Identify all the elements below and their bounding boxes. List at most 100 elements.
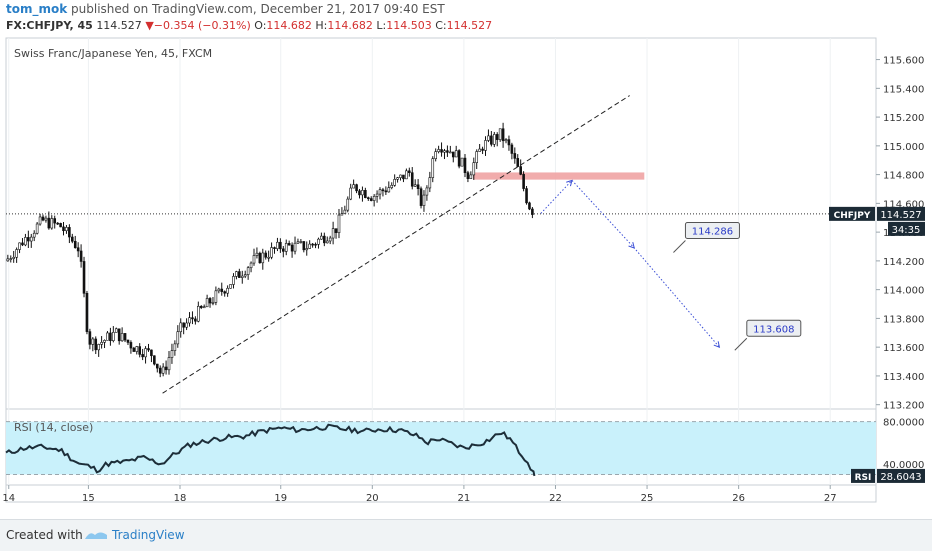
candle-body — [267, 256, 270, 259]
candle-body — [337, 214, 341, 233]
candle-body — [264, 252, 268, 258]
candle-body — [405, 170, 408, 180]
candle-body — [279, 241, 282, 250]
candle-body — [173, 343, 177, 351]
candle-body — [220, 288, 224, 292]
candle-body — [366, 197, 370, 199]
candle-body — [27, 237, 30, 242]
time-tick-label: 20 — [366, 493, 379, 504]
last-price: 114.527 — [96, 19, 142, 32]
candle-body — [381, 189, 385, 192]
candle-body — [460, 157, 464, 167]
candle-body — [270, 247, 273, 258]
candle-body — [164, 366, 168, 371]
candle-body — [498, 128, 502, 140]
time-tick-label: 19 — [274, 493, 287, 504]
created-with-label: Created with — [6, 528, 83, 542]
price-tick-label: 114.000 — [883, 286, 924, 297]
candle-body — [519, 166, 522, 175]
candle-body — [472, 162, 476, 176]
candle-body — [331, 228, 335, 239]
projection-arrowhead — [628, 242, 635, 249]
resistance-zone[interactable] — [473, 172, 645, 180]
time-tick-label: 15 — [82, 493, 95, 504]
candle-body — [528, 202, 531, 210]
target-pointer — [734, 337, 748, 351]
candle-body — [29, 236, 33, 242]
candle-body — [454, 150, 458, 158]
candle-body — [211, 302, 215, 304]
time-tick-label: 21 — [458, 493, 471, 504]
candle-body — [106, 332, 109, 341]
ohlc-line: FX:CHFJPY, 45 114.527 ▼−0.354 (−0.31%) O… — [6, 19, 492, 32]
trendline[interactable] — [162, 95, 630, 394]
candle-body — [428, 177, 432, 189]
price-tick-label: 114.800 — [883, 171, 924, 182]
candle-body — [170, 350, 174, 358]
price-chart[interactable]: 114.286 113.608 Swiss Franc/Japanese Yen,… — [0, 0, 932, 519]
candle-body — [396, 177, 399, 180]
candle-body — [504, 139, 508, 142]
candle-body — [50, 218, 54, 229]
candle-body — [440, 149, 443, 153]
candle-body — [123, 333, 127, 341]
candle-body — [431, 158, 435, 178]
target-box — [746, 319, 802, 337]
candle-body — [144, 348, 147, 358]
candle-body — [487, 135, 490, 141]
candle-body — [246, 267, 250, 275]
tradingview-link[interactable]: TradingView — [112, 528, 185, 542]
candle-body — [191, 317, 194, 320]
candle-body — [522, 174, 525, 189]
candle-body — [79, 250, 83, 262]
candle-body — [320, 235, 323, 240]
candle-body — [21, 242, 24, 246]
candle-body — [328, 237, 332, 242]
price-tick-label: 114.200 — [883, 257, 924, 268]
candle-body — [35, 223, 39, 234]
candle-body — [32, 232, 36, 238]
candle-body — [413, 184, 417, 187]
candle-body — [65, 227, 68, 232]
candle-body — [138, 346, 142, 355]
candle-body — [437, 149, 440, 152]
time-tick-label: 14 — [2, 493, 15, 504]
low-label: L: — [376, 19, 387, 32]
candle-body — [68, 227, 71, 238]
time-tick-label: 27 — [824, 493, 837, 504]
candle-body — [469, 174, 473, 179]
candle-body — [305, 248, 309, 251]
candle-body — [481, 148, 484, 151]
chart-title: Swiss Franc/Japanese Yen, 45, FXCM — [14, 47, 212, 60]
candle-body — [478, 148, 481, 152]
candle-body — [208, 298, 212, 304]
candle-body — [369, 198, 373, 201]
high-value: 114.682 — [327, 19, 373, 32]
candle-body — [194, 318, 197, 322]
candle-body — [71, 236, 74, 242]
candle-body — [155, 363, 159, 369]
author-name[interactable]: tom_mok — [6, 2, 68, 16]
candle-body — [109, 332, 112, 342]
target-label: 114.286 — [692, 227, 733, 238]
candle-body — [290, 244, 294, 252]
candle-body — [185, 322, 188, 328]
candle-body — [443, 150, 446, 153]
candle-body — [378, 189, 382, 195]
candles — [6, 122, 534, 378]
candle-body — [352, 184, 355, 189]
candle-body — [94, 338, 98, 351]
candle-body — [393, 179, 396, 186]
candle-body — [475, 151, 479, 163]
price-tick-label: 113.200 — [883, 401, 924, 412]
candle-body — [334, 228, 338, 233]
symbol-label: FX:CHFJPY, 45 — [6, 19, 93, 32]
open-value: 114.682 — [266, 19, 312, 32]
candle-body — [59, 223, 62, 228]
projection-path[interactable] — [540, 179, 720, 348]
candle-body — [176, 331, 180, 345]
candle-body — [311, 243, 314, 246]
close-value: 114.527 — [446, 19, 493, 32]
candle-body — [73, 240, 77, 249]
symbol-tag-label: CHFJPY — [834, 211, 871, 221]
